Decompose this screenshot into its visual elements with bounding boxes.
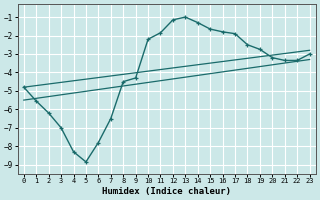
X-axis label: Humidex (Indice chaleur): Humidex (Indice chaleur) [102,187,231,196]
